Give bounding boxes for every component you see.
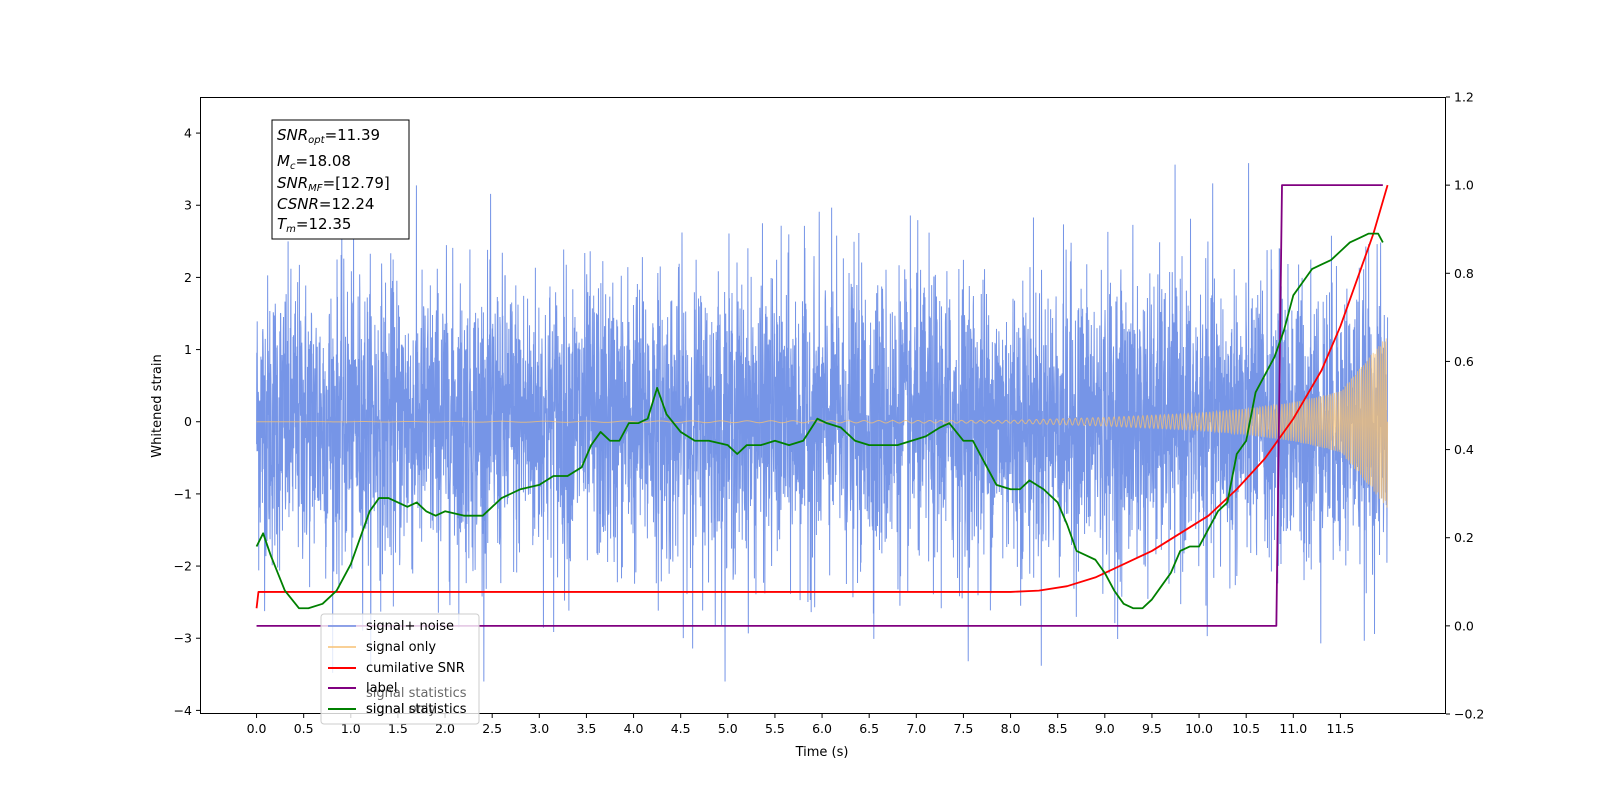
x-tick-label: 3.0 — [529, 721, 549, 736]
x-tick-label: 9.5 — [1142, 721, 1162, 736]
x-tick-label: 8.5 — [1048, 721, 1068, 736]
x-axis-label: Time (s) — [795, 745, 849, 760]
y-tick-label: 3 — [184, 198, 192, 213]
x-tick-label: 6.0 — [812, 721, 832, 736]
ann-base: CSNR — [277, 195, 319, 213]
y-tick-label: 4 — [184, 126, 192, 141]
x-tick-label: 10.0 — [1185, 721, 1213, 736]
y-tick-label: −4 — [174, 703, 192, 718]
x-tick-label: 7.5 — [953, 721, 973, 736]
ann-value: =[12.79] — [323, 174, 390, 192]
y2-tick-label: 0.2 — [1454, 530, 1474, 545]
x-tick-label: 11.5 — [1327, 721, 1355, 736]
series-signal-noise — [256, 163, 1389, 682]
x-tick-label: 11.0 — [1279, 721, 1307, 736]
y-tick-label: 2 — [184, 270, 192, 285]
legend-frame — [320, 613, 480, 725]
x-tick-label: 9.0 — [1095, 721, 1115, 736]
x-tick-label: 10.5 — [1232, 721, 1260, 736]
x-tick-label: 1.0 — [341, 721, 361, 736]
ann-sub: MF — [308, 183, 323, 194]
x-tick-label: 6.5 — [859, 721, 879, 736]
ann-base: SNR — [277, 174, 308, 192]
x-tick-label: 2.5 — [482, 721, 502, 736]
series-layer — [255, 163, 1389, 682]
y-axis-label: Whitened strain — [150, 354, 165, 457]
y2-tick-label: 1.2 — [1454, 90, 1474, 105]
plot-frame — [200, 97, 1446, 714]
y-tick-label: 0 — [184, 414, 192, 429]
ann-base: M — [277, 152, 290, 170]
ann-sub: c — [290, 161, 296, 172]
y2-tick-label: −0.2 — [1454, 707, 1484, 722]
y-axis-left: 4 3 2 1 0 −1 −2 −3 −4 — [174, 126, 200, 718]
x-tick-label: 4.5 — [671, 721, 691, 736]
legend-label-label: label — [366, 681, 397, 696]
x-tick-label: 5.0 — [718, 721, 738, 736]
y-axis-right: 1.2 1.0 0.8 0.6 0.4 0.2 0.0 −0.2 — [1446, 90, 1484, 722]
y2-tick-label: 0.6 — [1454, 354, 1474, 369]
x-axis: 0.0 0.5 1.0 1.5 2.0 2.5 3.0 3.5 4.0 4.5 5.0 5.5 6.0 6… — [247, 714, 1355, 736]
ann-value: =12.24 — [319, 195, 375, 213]
x-tick-label: 2.0 — [435, 721, 455, 736]
ann-value: =11.39 — [325, 126, 381, 144]
series-cumilative-snr — [255, 184, 1389, 609]
annotation-line-snr-mf: SNRMF=[12.79] — [277, 174, 390, 194]
series-signal-only — [256, 338, 1389, 508]
annotation-line-snr-opt: SNRopt=11.39 — [277, 126, 380, 146]
ann-sub: m — [286, 224, 296, 235]
y-tick-label: 1 — [184, 342, 192, 357]
x-tick-label: 7.0 — [906, 721, 926, 736]
x-tick-label: 0.0 — [247, 721, 267, 736]
y2-tick-label: 0.4 — [1454, 442, 1474, 457]
ann-base: SNR — [277, 126, 308, 144]
series-label — [256, 184, 1383, 627]
ann-value: =18.08 — [295, 152, 351, 170]
ann-sub: opt — [308, 135, 325, 146]
x-tick-label: 1.5 — [388, 721, 408, 736]
plot-area — [255, 163, 1389, 682]
x-tick-label: 8.0 — [1001, 721, 1021, 736]
y-tick-label: −1 — [174, 486, 192, 501]
annotation-line-mc: Mc=18.08 — [277, 152, 351, 172]
ann-value: =12.35 — [296, 215, 352, 233]
x-tick-label: 5.5 — [765, 721, 785, 736]
y-tick-label: −2 — [174, 559, 192, 574]
ghost-legend-text: signal statistics — [366, 686, 467, 701]
legend-label-cumulative-snr: cumilative SNR — [366, 661, 465, 676]
ghost-legend-text: signal only — [366, 702, 436, 717]
y2-tick-label: 0.8 — [1454, 266, 1474, 281]
ann-base: T — [277, 215, 288, 233]
x-tick-label: 0.5 — [294, 721, 314, 736]
y2-tick-label: 1.0 — [1454, 178, 1474, 193]
legend: signal only signal statistics signal+ no… — [320, 613, 480, 725]
annotation-frame — [271, 119, 410, 240]
annotation-line-csnr: CSNR=12.24 — [277, 195, 374, 213]
annotation-line-tm: Tm=12.35 — [277, 215, 351, 235]
legend-label-signal-statistics: signal statistics — [366, 702, 467, 717]
x-tick-label: 4.0 — [624, 721, 644, 736]
series-signal-statistics — [255, 232, 1384, 610]
y2-tick-label: 0.0 — [1454, 618, 1474, 633]
y-tick-label: −3 — [174, 631, 192, 646]
x-tick-label: 3.5 — [576, 721, 596, 736]
legend-label-signal-noise: signal+ noise — [366, 619, 454, 634]
annotation-box: SNRopt=11.39 Mc=18.08 SNRMF=[12.79] CSNR… — [271, 119, 410, 240]
legend-label-signal-only: signal only — [366, 640, 436, 655]
